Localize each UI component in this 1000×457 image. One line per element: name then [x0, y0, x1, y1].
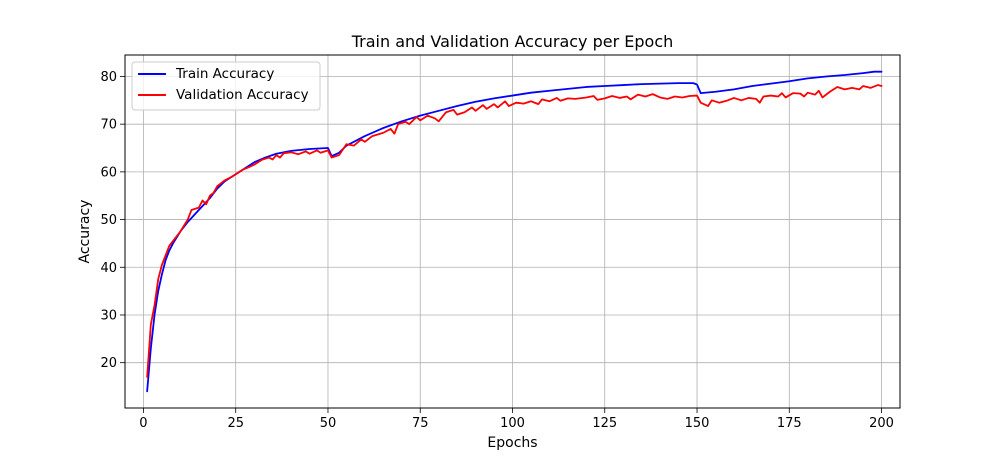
y-axis-label: Accuracy [77, 200, 93, 264]
x-tick-label: 75 [412, 416, 429, 431]
train-accuracy-line [146, 70, 883, 393]
x-axis-ticks: 0 25 50 75 100 125 150 175 200 [139, 408, 894, 431]
x-tick-label: 0 [139, 416, 147, 431]
x-axis-label: Epochs [487, 435, 537, 451]
y-tick-label: 80 [100, 70, 117, 85]
chart-title: Train and Validation Accuracy per Epoch [351, 32, 674, 51]
y-tick-label: 50 [100, 213, 117, 228]
x-tick-label: 175 [777, 416, 802, 431]
legend-label-validation: Validation Accuracy [176, 87, 309, 103]
x-tick-label: 125 [592, 416, 617, 431]
legend-label-train: Train Accuracy [175, 66, 274, 82]
y-tick-label: 60 [100, 165, 117, 180]
x-tick-label: 200 [869, 416, 894, 431]
x-tick-label: 25 [227, 416, 244, 431]
y-tick-label: 70 [100, 118, 117, 133]
x-tick-label: 50 [320, 416, 337, 431]
x-tick-label: 100 [500, 416, 525, 431]
legend-box [131, 61, 321, 111]
y-axis-ticks: 20 30 40 50 60 70 80 [100, 70, 125, 371]
grid-lines [125, 55, 900, 408]
x-tick-label: 150 [685, 416, 710, 431]
y-tick-label: 30 [100, 308, 117, 323]
y-tick-label: 20 [100, 356, 117, 371]
validation-accuracy-line [146, 84, 883, 378]
legend: Train Accuracy Validation Accuracy [131, 61, 321, 111]
plot-lines [146, 70, 883, 393]
y-tick-label: 40 [100, 261, 117, 276]
